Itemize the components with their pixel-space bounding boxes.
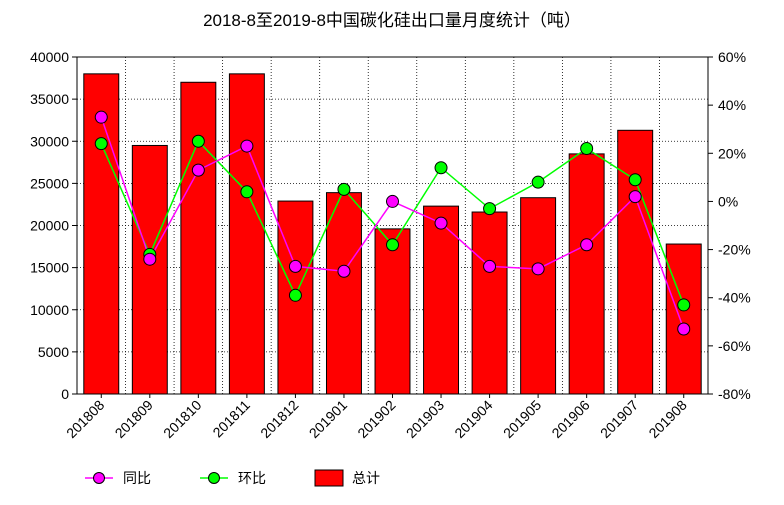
legend-total-label: 总计 xyxy=(352,470,380,486)
right-tick-label: 20% xyxy=(718,145,746,161)
series-point xyxy=(531,262,545,276)
bar xyxy=(180,81,217,395)
left-tick-label: 20000 xyxy=(30,218,69,234)
right-tick-label: 60% xyxy=(718,49,746,65)
x-tick-label: 201811 xyxy=(209,397,253,441)
right-tick-label: -60% xyxy=(718,338,751,354)
legend: 同比 环比 总计 xyxy=(85,469,380,487)
series-point xyxy=(483,202,497,216)
legend-total-swatch xyxy=(314,469,344,487)
series-point xyxy=(337,182,351,196)
x-tick-label: 201808 xyxy=(63,397,107,441)
bar xyxy=(568,153,605,395)
x-tick-label: 201905 xyxy=(500,397,544,441)
bar xyxy=(277,200,314,395)
right-tick-label: 40% xyxy=(718,97,746,113)
series-point xyxy=(288,259,302,273)
series-point xyxy=(94,110,108,124)
series-point xyxy=(531,175,545,189)
series-point xyxy=(191,134,205,148)
right-tick-label: 0% xyxy=(718,193,738,209)
legend-mom-label: 环比 xyxy=(238,470,266,486)
series-point xyxy=(143,252,157,266)
series-point xyxy=(386,238,399,252)
series-point xyxy=(337,264,351,278)
left-tick-label: 5000 xyxy=(38,344,69,360)
bar xyxy=(471,211,508,395)
lines xyxy=(94,110,691,336)
x-tick-label: 201901 xyxy=(306,397,350,441)
left-tick-label: 15000 xyxy=(30,260,69,276)
bar xyxy=(228,73,265,395)
x-tick-label: 201906 xyxy=(548,397,592,441)
series-point xyxy=(434,216,448,230)
right-tick-label: -20% xyxy=(718,242,751,258)
bar xyxy=(325,192,362,395)
bar xyxy=(617,129,654,395)
series-point xyxy=(240,185,254,199)
bar xyxy=(423,205,460,395)
left-tick-label: 40000 xyxy=(30,49,69,65)
x-tick-label: 201907 xyxy=(597,397,641,441)
series-point xyxy=(628,190,642,204)
series-point xyxy=(386,194,399,208)
x-tick-label: 201902 xyxy=(354,397,398,441)
x-tick-label: 201904 xyxy=(451,397,495,441)
left-tick-label: 35000 xyxy=(30,91,69,107)
series-point xyxy=(580,141,594,155)
legend-item-mom: 环比 xyxy=(200,470,266,486)
x-tick-label: 201812 xyxy=(257,397,301,441)
bar xyxy=(520,197,557,395)
x-tick-label: 201903 xyxy=(403,397,447,441)
legend-yoy-label: 同比 xyxy=(123,470,151,486)
series-point xyxy=(94,137,108,151)
series-point xyxy=(677,298,691,312)
series-point xyxy=(628,173,642,187)
series-point xyxy=(580,238,594,252)
left-tick-label: 0 xyxy=(61,386,69,402)
left-tick-label: 10000 xyxy=(30,302,69,318)
series-point xyxy=(677,322,691,336)
legend-yoy-marker xyxy=(93,472,105,484)
series-point xyxy=(191,163,205,177)
series-point xyxy=(240,139,254,153)
series-point xyxy=(483,259,497,273)
right-tick-label: -40% xyxy=(718,290,751,306)
x-tick-label: 201809 xyxy=(112,397,156,441)
left-tick-label: 30000 xyxy=(30,133,69,149)
series-point xyxy=(288,288,302,302)
right-tick-label: -80% xyxy=(718,386,751,402)
legend-item-total: 总计 xyxy=(314,469,380,487)
bars xyxy=(83,73,702,395)
chart-title: 2018-8至2019-8中国碳化硅出口量月度统计（吨） xyxy=(203,11,581,30)
x-tick-label: 201810 xyxy=(160,397,204,441)
left-tick-label: 25000 xyxy=(30,175,69,191)
x-tick-label: 201908 xyxy=(646,397,690,441)
legend-item-yoy: 同比 xyxy=(85,470,151,486)
bar xyxy=(83,73,120,395)
bar xyxy=(665,243,702,395)
bar xyxy=(374,228,411,395)
legend-mom-marker xyxy=(208,472,220,484)
bar xyxy=(131,144,168,395)
series-point xyxy=(434,161,448,175)
